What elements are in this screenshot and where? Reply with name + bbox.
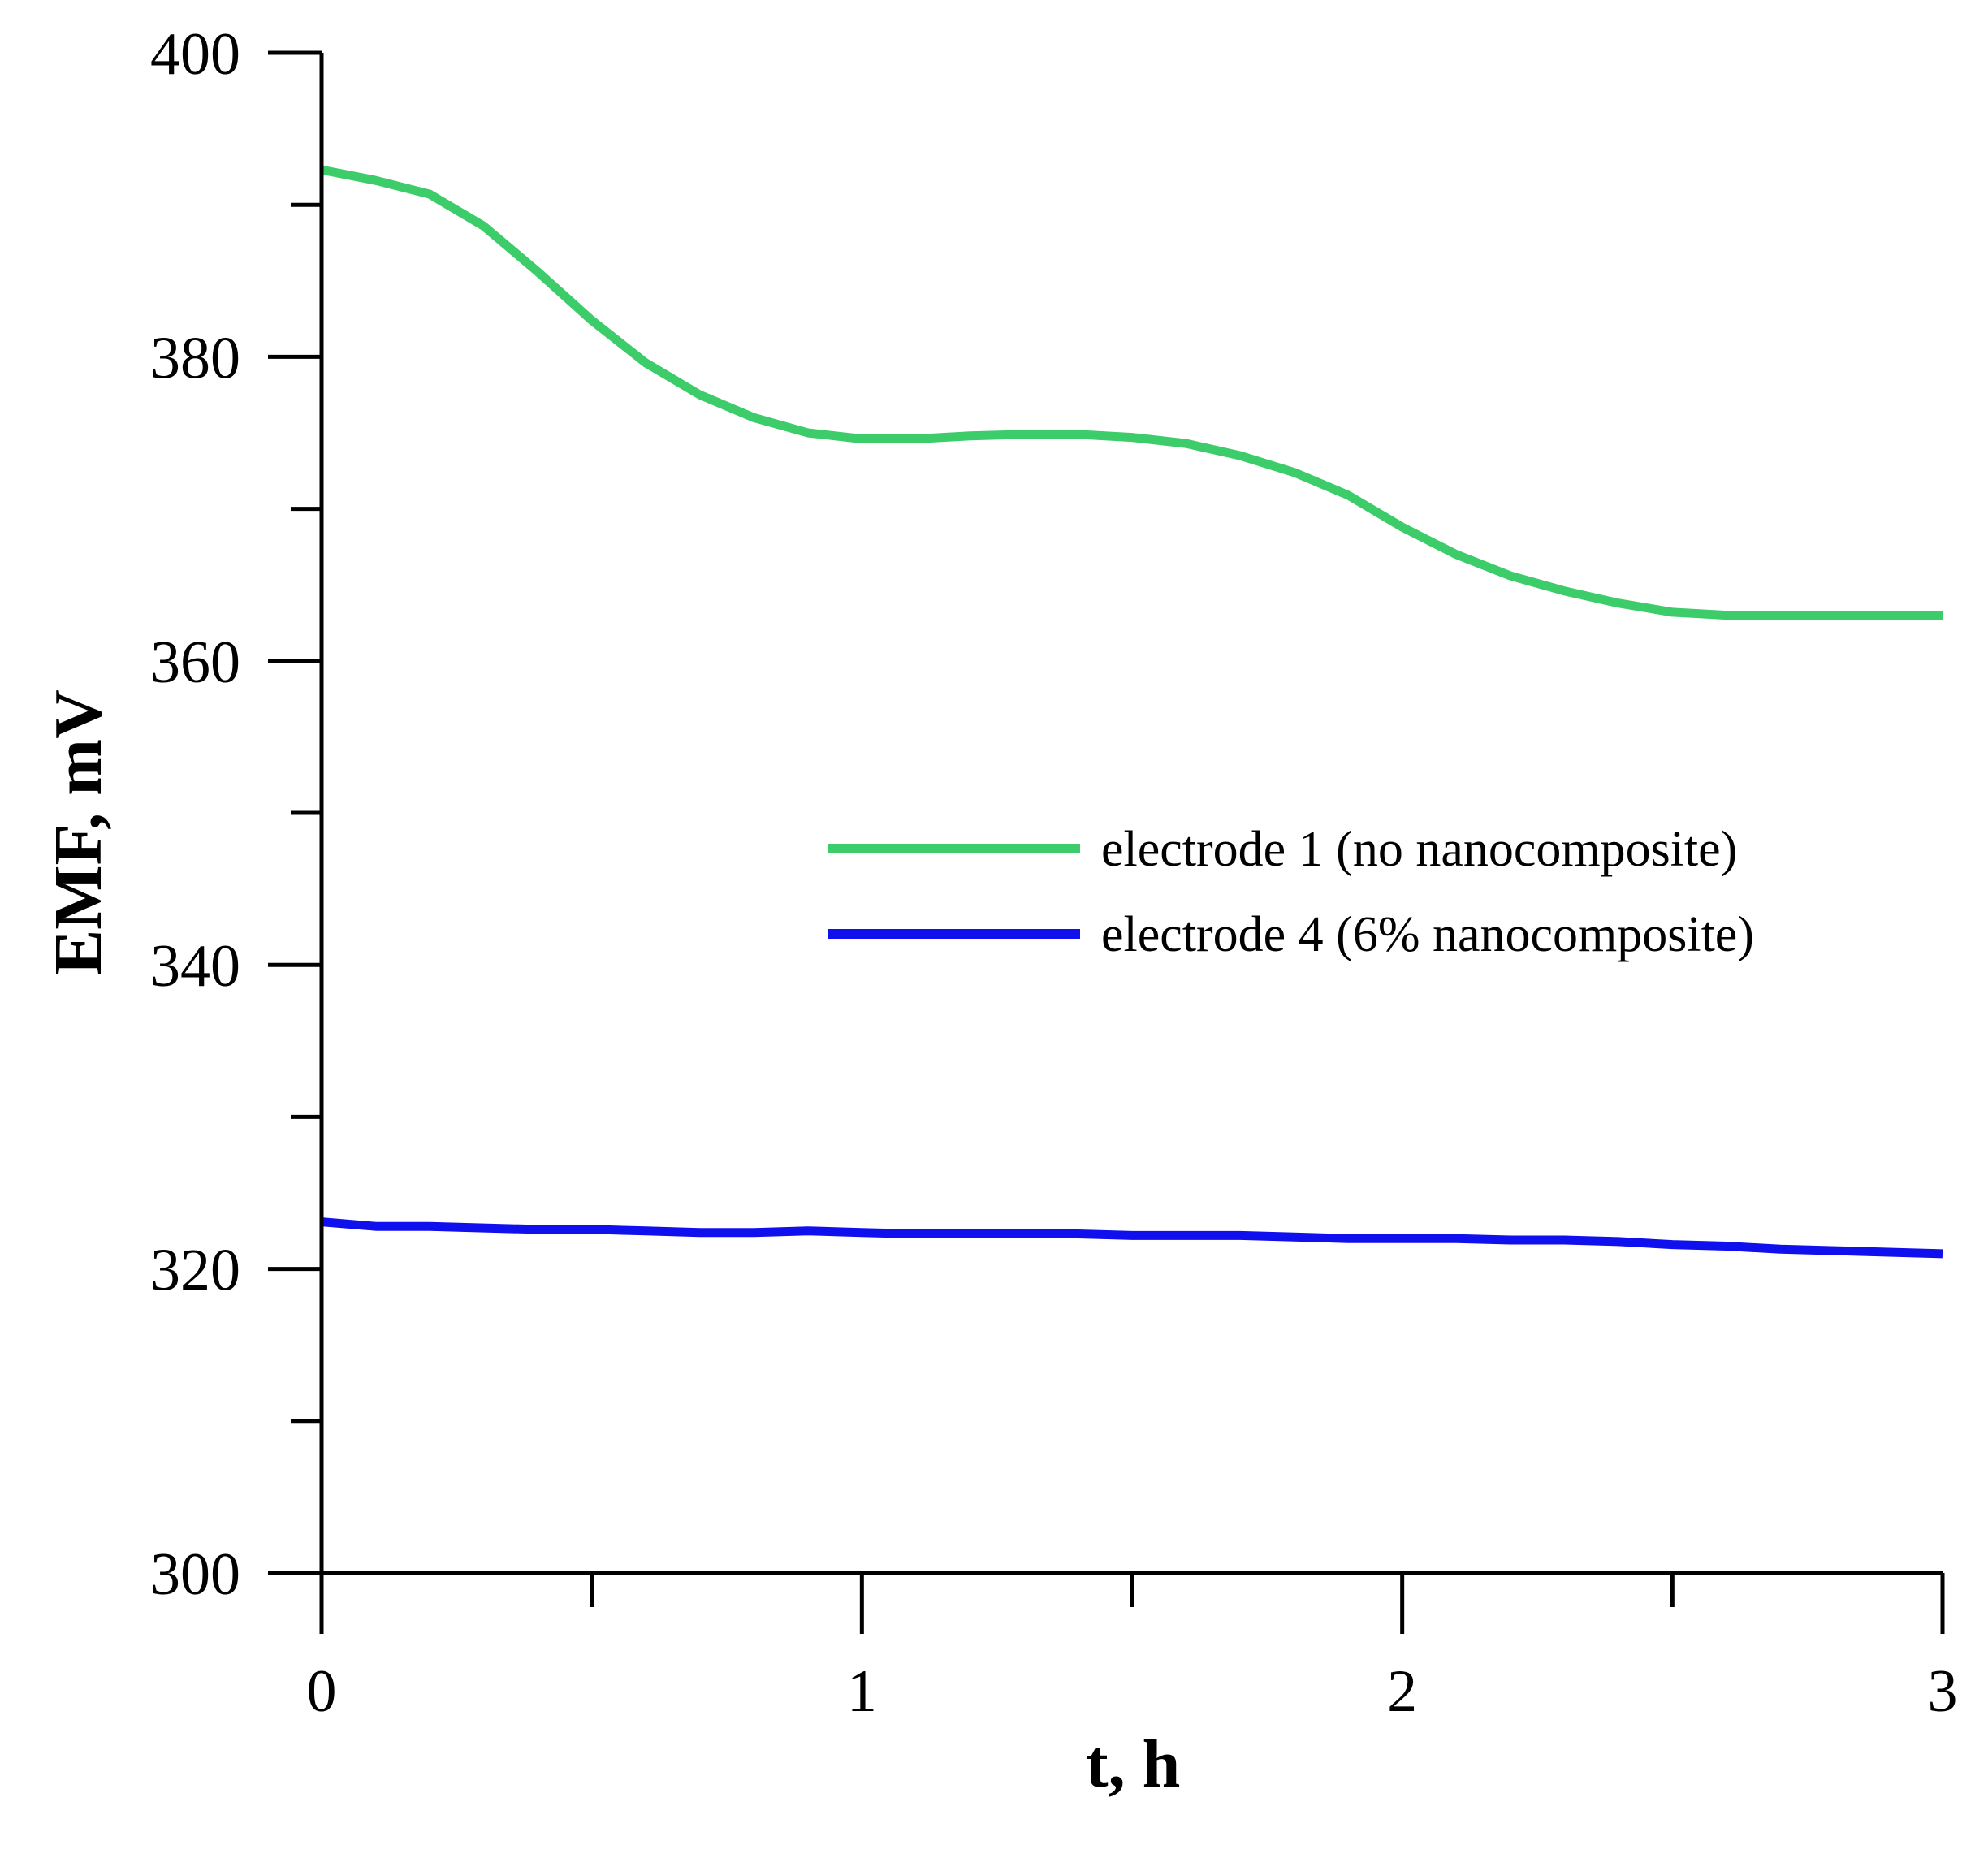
legend-label-2: electrode 4 (6% nanocomposite) — [1101, 907, 1754, 962]
y-tick-label: 300 — [150, 1541, 240, 1608]
y-tick-label: 360 — [150, 629, 240, 696]
y-axis-title: EMF, mV — [41, 689, 116, 975]
x-tick-label: 0 — [307, 1658, 337, 1725]
series-line-2 — [321, 1217, 1943, 1259]
y-tick-label: 320 — [150, 1238, 240, 1304]
axes — [268, 50, 1945, 1634]
plot-lines — [320, 165, 1943, 1259]
y-tick-label: 380 — [150, 325, 240, 391]
x-tick-label: 2 — [1387, 1658, 1417, 1725]
legend-label-1: electrode 1 (no nanocomposite) — [1101, 822, 1737, 877]
legend: electrode 1 (no nanocomposite) electrode … — [828, 822, 1754, 962]
y-tick-label: 400 — [150, 21, 240, 88]
x-tick-label: 3 — [1928, 1658, 1958, 1725]
tick-labels: 300 320 340 360 380 400 0 1 2 3 — [150, 21, 1958, 1725]
x-axis-title: t, h — [1086, 1726, 1181, 1802]
series-line-1 — [320, 165, 1943, 620]
x-tick-label: 1 — [847, 1658, 877, 1725]
y-tick-label: 340 — [150, 933, 240, 1000]
